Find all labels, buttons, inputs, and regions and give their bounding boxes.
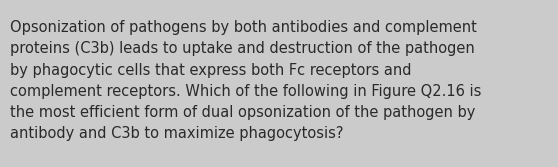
Text: Opsonization of pathogens by both antibodies and complement
proteins (C3b) leads: Opsonization of pathogens by both antibo…	[10, 20, 482, 141]
